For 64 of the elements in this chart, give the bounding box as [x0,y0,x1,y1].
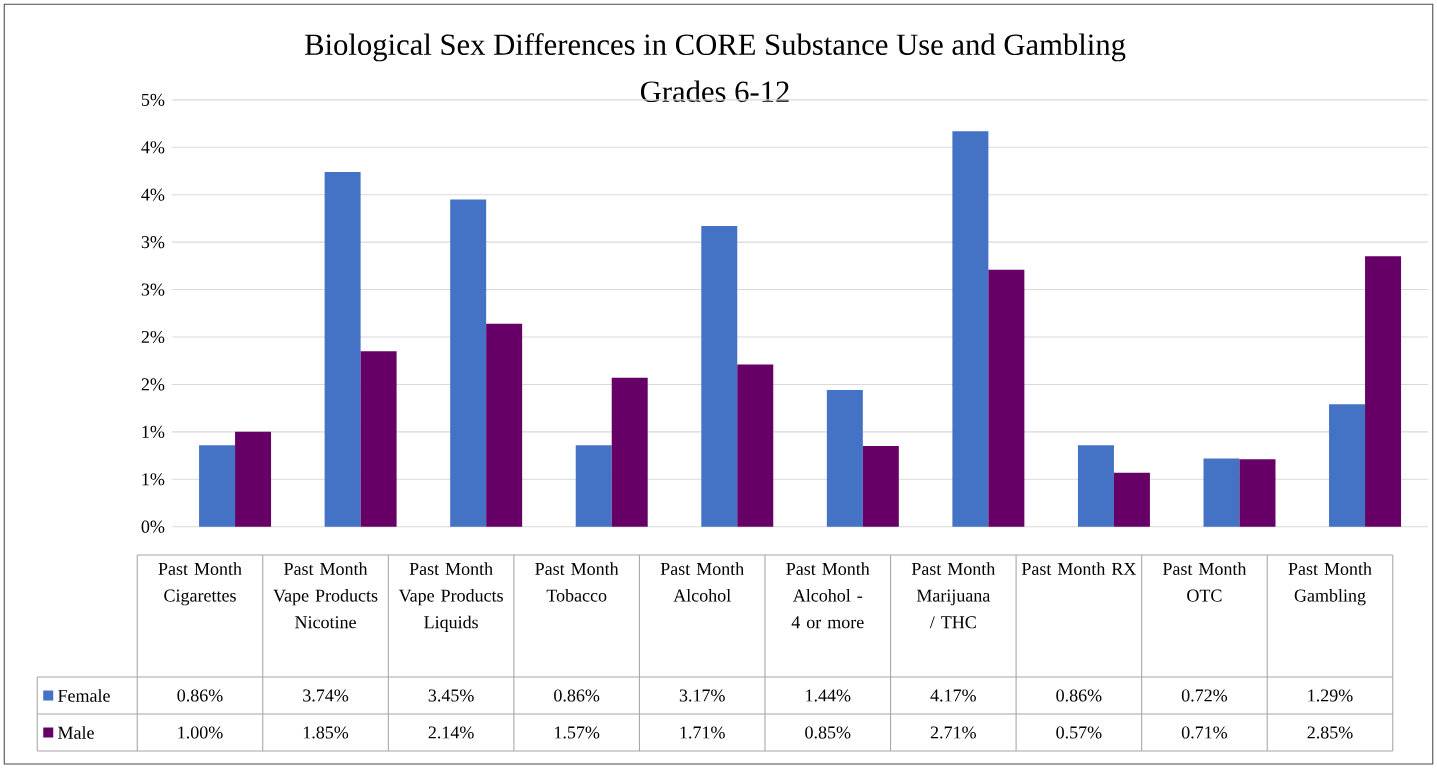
bar [701,225,738,527]
data-label: 2.85% [1307,726,1353,739]
y-tick-label: 2% [141,330,165,343]
data-label: 0.72% [1181,689,1228,702]
bar [737,364,774,527]
bar [952,131,989,527]
legend-label: Female [58,689,110,702]
bar [826,389,863,527]
bar [862,445,899,527]
data-label: 0.86% [554,689,600,702]
bar [486,323,523,527]
bar [450,199,487,527]
bar [1239,459,1276,527]
bar [1203,458,1240,527]
bar [1365,256,1402,527]
x-tick-label: Past Month Cigarettes [158,562,242,606]
y-tick-label: 1% [142,473,165,486]
data-label: 0.85% [805,726,851,739]
y-tick-label: 5% [141,93,165,106]
bar [611,377,648,527]
x-tick-label: Past Month RX [1021,562,1137,575]
data-label: 0.86% [1056,689,1102,702]
y-tick-label: 4% [141,141,165,154]
x-tick-label: Past Month Gambling [1288,562,1372,606]
y-tick-label: 3% [141,283,165,296]
x-tick-label: Past Month Vape Products Liquids [398,562,503,632]
bar [1329,404,1366,527]
x-tick-label: Past Month Alcohol - 4 or more [786,562,870,629]
y-tick-label: 4% [141,188,165,201]
data-label: 3.74% [303,689,349,702]
data-label: 0.86% [177,689,223,702]
data-label: 1.57% [555,726,600,739]
bar [988,269,1025,527]
data-label: 0.57% [1056,726,1102,739]
data-label: 2.14% [428,726,474,739]
y-tick-label: 2% [141,378,165,391]
bar [235,431,272,527]
data-label: 3.17% [679,689,725,702]
bar [360,351,397,527]
y-tick-label: 0% [141,520,165,533]
x-tick-label: Past Month Vape Products Nicotine [273,562,378,629]
chart-title: Biological Sex Differences in CORE Substance Use and Gambling [304,33,1126,62]
data-label: 1.29% [1308,689,1353,702]
data-label: 1.71% [680,726,725,739]
data-label: 1.44% [806,689,851,702]
x-tick-label: Past Month Marijuana / THC [911,562,996,629]
x-tick-label: Past Month Tobacco [535,562,619,602]
x-tick-label: Past Month Alcohol [660,562,744,602]
x-tick-label: Past Month OTC [1162,562,1247,602]
chart-subtitle: Grades 6-12 [640,80,789,102]
y-tick-label: 1% [142,425,165,438]
bar [1077,445,1114,527]
legend-label: Male [58,726,94,739]
bar [1113,472,1150,527]
data-label: 0.71% [1181,726,1228,739]
bar [199,445,236,527]
data-label: 2.71% [930,726,976,739]
data-label: 4.17% [930,689,976,702]
y-tick-label: 3% [141,235,165,249]
data-label: 1.00% [178,726,223,739]
bar [575,445,612,527]
bar [324,171,361,527]
data-label: 3.45% [428,689,474,702]
data-label: 1.85% [303,726,349,739]
